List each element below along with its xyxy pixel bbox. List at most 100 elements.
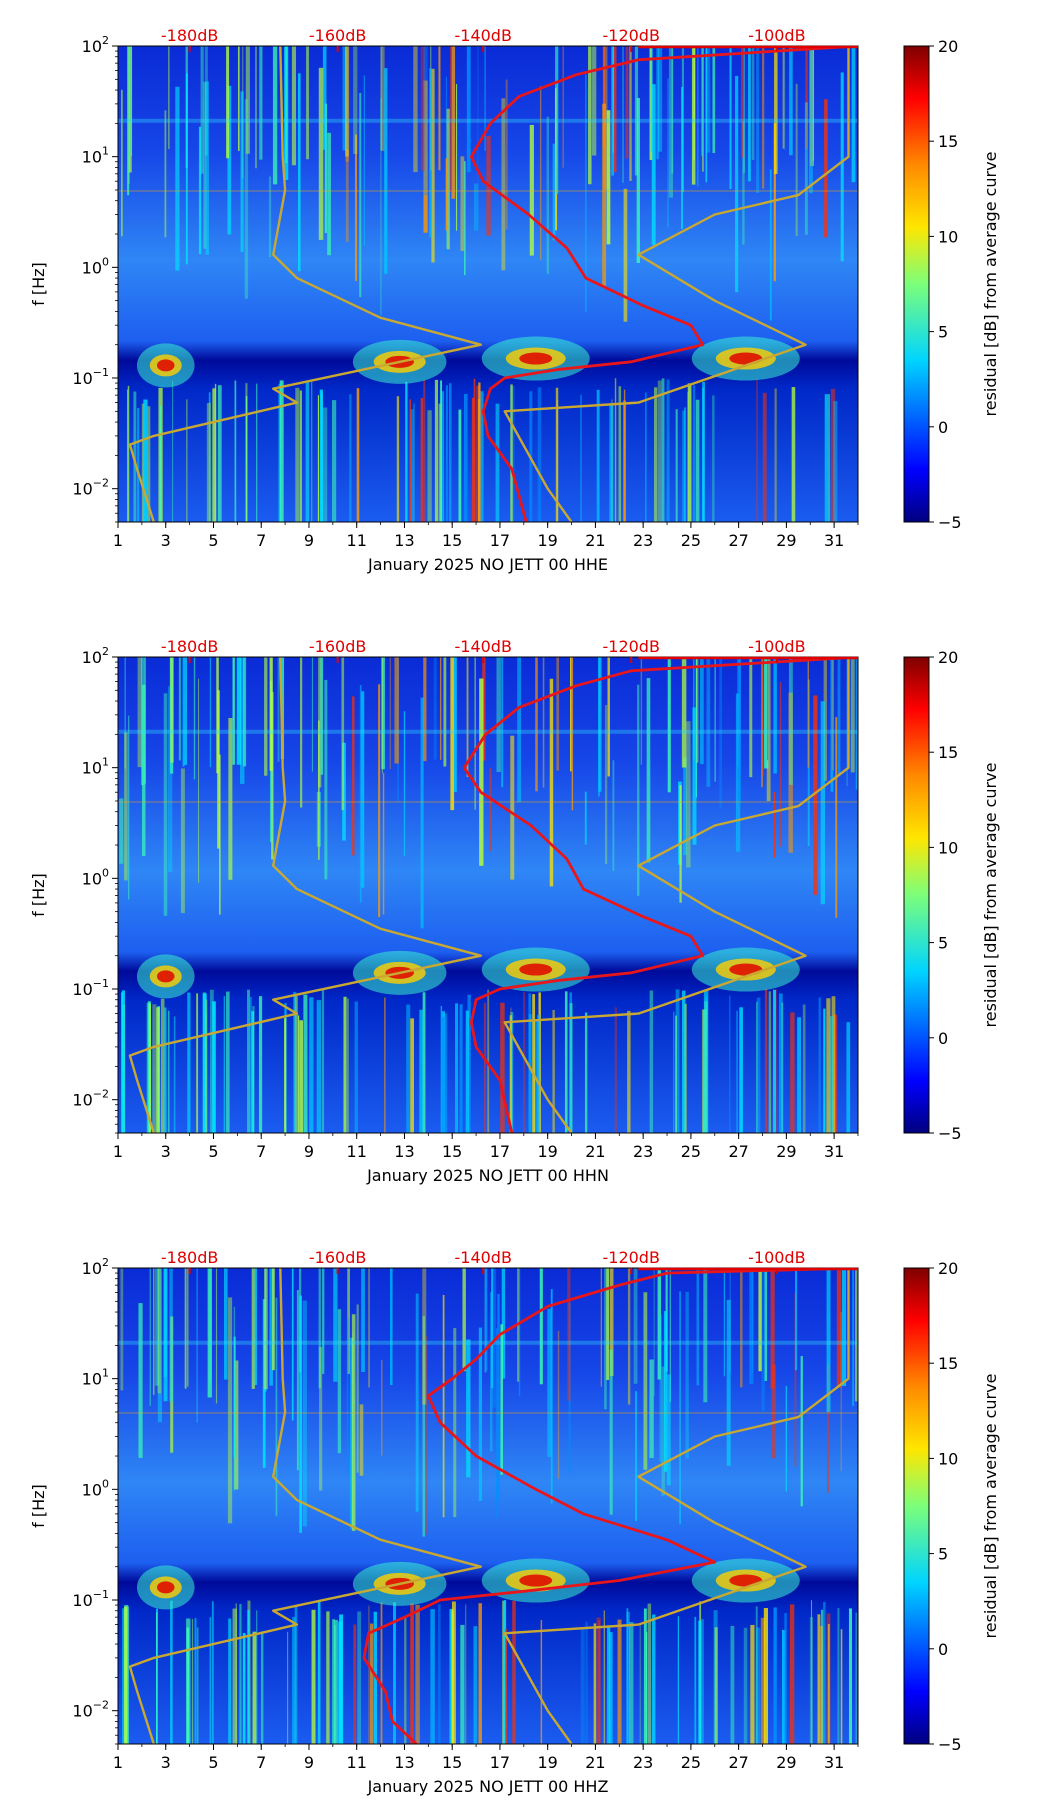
noise-streak xyxy=(234,1360,239,1490)
noise-streak xyxy=(596,1617,601,1744)
noise-streak xyxy=(198,126,202,255)
noise-streak xyxy=(584,791,587,845)
noise-streak xyxy=(345,149,349,242)
noise-streak xyxy=(460,156,465,251)
noise-streak xyxy=(317,395,320,522)
noise-streak xyxy=(212,388,216,522)
colorbar-tick-label: 10 xyxy=(938,838,958,857)
x-tick-label: 19 xyxy=(537,1753,557,1772)
noise-streak xyxy=(413,403,415,522)
noise-streak xyxy=(748,46,751,182)
noise-streak xyxy=(782,1629,786,1744)
noise-streak xyxy=(264,657,268,776)
noise-streak xyxy=(758,1268,762,1372)
noise-streak xyxy=(600,1268,602,1387)
noise-streak xyxy=(353,1624,357,1744)
noise-streak xyxy=(423,657,427,762)
noise-streak xyxy=(473,183,479,231)
noise-streak xyxy=(149,1268,151,1406)
noise-streak xyxy=(247,989,250,1133)
noise-streak xyxy=(455,1003,459,1133)
noise-streak xyxy=(837,1608,840,1744)
noise-streak xyxy=(840,72,844,262)
colorbar-tick-label: 15 xyxy=(938,132,958,151)
noise-streak xyxy=(510,735,515,880)
noise-streak xyxy=(186,1618,191,1744)
noise-streak xyxy=(769,169,772,321)
noise-streak xyxy=(539,1268,543,1385)
noise-streak xyxy=(209,657,212,768)
noise-streak xyxy=(439,657,442,760)
noise-streak xyxy=(625,46,629,159)
noise-streak xyxy=(556,657,560,771)
noise-streak xyxy=(333,1268,338,1382)
noise-streak xyxy=(794,1293,797,1467)
noise-streak xyxy=(147,406,151,522)
noise-streak xyxy=(226,991,230,1133)
noise-streak xyxy=(571,657,574,811)
noise-streak xyxy=(380,1602,383,1744)
noise-streak xyxy=(547,1308,552,1458)
noise-streak xyxy=(349,394,352,522)
noise-streak xyxy=(602,103,607,288)
noise-streak xyxy=(338,1621,343,1744)
noise-streak xyxy=(484,46,486,151)
x-tick-label: 3 xyxy=(161,1753,171,1772)
noise-streak xyxy=(219,754,221,915)
noise-streak xyxy=(413,46,418,173)
db-tick-label: -140dB xyxy=(454,637,511,656)
noise-streak xyxy=(269,657,273,771)
noise-streak xyxy=(326,1611,330,1744)
noise-streak xyxy=(243,657,247,767)
x-tick-label: 9 xyxy=(304,531,314,550)
noise-streak xyxy=(300,657,303,808)
noise-streak xyxy=(178,657,181,761)
noise-streak xyxy=(434,379,439,522)
noise-streak xyxy=(302,1300,307,1527)
noise-streak xyxy=(836,1268,842,1388)
noise-streak xyxy=(668,46,674,198)
noise-streak xyxy=(448,383,452,522)
x-tick-label: 17 xyxy=(490,1753,510,1772)
x-tick-label: 7 xyxy=(256,1753,266,1772)
noise-streak xyxy=(256,383,258,522)
plot-frame xyxy=(117,45,859,523)
noise-streak xyxy=(322,1268,325,1374)
colorbar-tick-label: 15 xyxy=(938,743,958,762)
noise-streak xyxy=(696,657,699,763)
noise-streak xyxy=(681,46,684,192)
noise-streak xyxy=(846,657,848,787)
colorbar-tick-label: 10 xyxy=(938,227,958,246)
noise-streak xyxy=(552,1009,555,1133)
noise-streak xyxy=(164,110,167,238)
noise-streak xyxy=(268,176,272,258)
noise-streak xyxy=(592,46,597,156)
noise-streak xyxy=(196,993,199,1133)
noise-streak xyxy=(626,1611,630,1744)
noise-streak xyxy=(127,715,130,900)
noise-streak xyxy=(321,989,325,1133)
noise-streak xyxy=(681,87,683,230)
x-tick-label: 7 xyxy=(256,1142,266,1161)
colorbar-tick-label: 5 xyxy=(938,1545,948,1564)
colorbar-tick-label: 5 xyxy=(938,323,948,342)
noise-streak xyxy=(564,991,568,1133)
noise-streak xyxy=(609,1349,613,1515)
noise-streak xyxy=(227,85,232,235)
noise-streak xyxy=(764,657,769,769)
noise-streak xyxy=(359,1404,364,1476)
noise-streak xyxy=(254,1268,257,1386)
noise-streak xyxy=(770,1268,775,1389)
noise-streak xyxy=(761,1268,765,1411)
noise-streak xyxy=(584,1012,588,1133)
colorbar-tick-label: 15 xyxy=(938,1354,958,1373)
noise-streak xyxy=(567,1268,571,1401)
noise-streak xyxy=(192,1619,194,1744)
db-tick-label: -160dB xyxy=(309,26,366,45)
noise-streak xyxy=(170,657,174,763)
noise-streak xyxy=(149,1004,151,1133)
noise-streak xyxy=(703,1268,708,1403)
noise-streak xyxy=(403,711,406,856)
colorbar-label: residual [dB] from average curve xyxy=(981,152,1000,417)
noise-streak xyxy=(279,380,284,522)
